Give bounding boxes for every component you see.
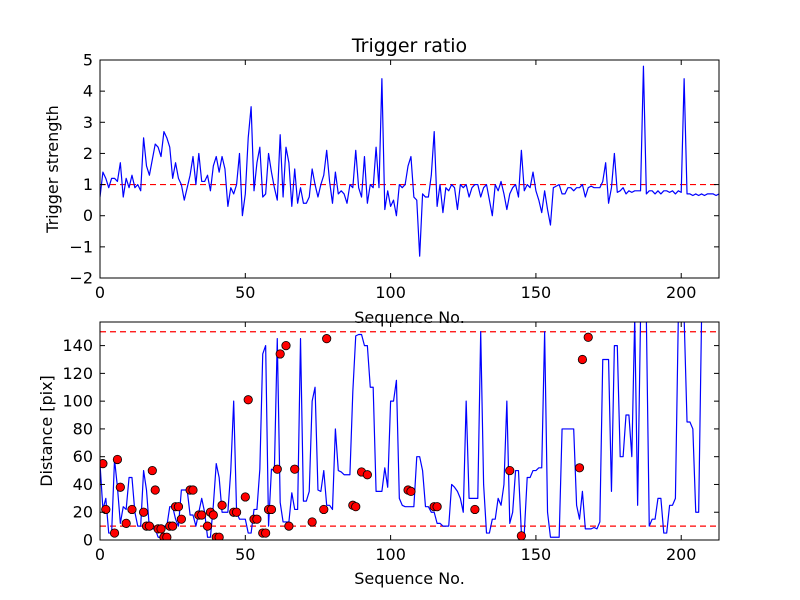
data-point-marker [101, 504, 111, 515]
data-point-marker [231, 507, 242, 517]
data-point-marker [240, 492, 250, 502]
y-tick-label: −2 [69, 269, 93, 288]
data-point-marker [243, 395, 253, 405]
x-tick-label: 150 [521, 545, 552, 564]
data-point-marker [406, 486, 416, 497]
x-tick-label: 200 [666, 545, 697, 564]
data-point-marker [112, 454, 123, 465]
x-tick-label: 50 [235, 545, 255, 564]
data-point-marker [162, 532, 172, 540]
data-point-marker [290, 464, 300, 474]
x-axis-label: Sequence No. [354, 308, 465, 327]
x-tick-label: 0 [95, 283, 105, 302]
data-point-marker [470, 504, 480, 515]
data-point-marker [168, 521, 178, 531]
data-point-marker [100, 459, 108, 469]
data-point-marker [150, 485, 160, 495]
data-point-marker [115, 482, 125, 492]
y-tick-label: 0 [83, 206, 93, 225]
y-tick-label: 140 [62, 336, 93, 355]
data-point-marker [322, 334, 332, 344]
x-tick-label: 0 [95, 545, 105, 564]
data-point-marker [252, 514, 262, 524]
y-tick-label: 3 [83, 113, 93, 132]
y-tick-label: 60 [73, 447, 93, 466]
data-point-marker [138, 507, 149, 517]
data-point-marker [109, 528, 120, 538]
data-point-marker [261, 528, 271, 538]
data-point-marker [432, 502, 442, 512]
data-point-marker [351, 502, 361, 512]
plot-frame [99, 59, 720, 279]
y-tick-label: 1 [83, 175, 93, 194]
y-tick-label: 2 [83, 144, 93, 163]
chart-title: Trigger ratio [351, 35, 467, 57]
data-point-marker [272, 464, 282, 474]
y-tick-label: 5 [83, 51, 93, 70]
data-point-marker [144, 521, 155, 531]
data-point-marker [583, 332, 593, 342]
y-tick-label: 40 [73, 475, 93, 494]
data-point-marker [574, 463, 585, 473]
data-point-marker [516, 531, 526, 540]
series-line [100, 65, 719, 257]
data-point-marker [176, 514, 186, 524]
y-tick-label: 0 [83, 531, 93, 550]
series-line [100, 322, 703, 538]
x-tick-label: 100 [375, 283, 406, 302]
data-point-marker [281, 341, 291, 351]
data-point-marker [156, 524, 166, 534]
data-point-marker [121, 518, 131, 528]
data-point-marker [127, 504, 137, 515]
data-point-marker [197, 510, 207, 520]
data-point-marker [577, 354, 588, 365]
plot-frame [99, 321, 720, 541]
data-point-marker [202, 521, 213, 531]
y-tick-label: 20 [73, 503, 93, 522]
data-point-marker [217, 500, 227, 510]
y-axis-label: Trigger strength [43, 105, 62, 234]
x-tick-label: 100 [375, 545, 406, 564]
x-axis-label: Sequence No. [354, 569, 465, 588]
data-point-marker [188, 485, 198, 495]
y-tick-label: −1 [69, 237, 93, 256]
data-point-marker [266, 504, 277, 515]
data-point-marker [362, 470, 372, 480]
data-point-marker [275, 349, 285, 359]
data-point-marker [505, 465, 515, 476]
data-point-marker [284, 521, 294, 531]
x-tick-label: 150 [521, 283, 552, 302]
y-tick-label: 4 [83, 82, 93, 101]
x-tick-label: 50 [235, 283, 255, 302]
data-point-marker [214, 532, 224, 540]
y-tick-label: 100 [62, 392, 93, 411]
data-point-marker [319, 504, 329, 515]
data-point-marker [208, 510, 218, 520]
data-point-marker [147, 465, 157, 476]
y-tick-label: 120 [62, 364, 93, 383]
data-point-marker [173, 502, 184, 512]
data-point-marker [307, 517, 317, 527]
y-axis-label: Distance [pix] [37, 375, 56, 487]
x-tick-label: 200 [666, 283, 697, 302]
distance-chart: 0 50 100 150 200 0 20 40 60 80 100 120 140 Sequence … [37, 321, 720, 588]
y-tick-label: 80 [73, 419, 93, 438]
